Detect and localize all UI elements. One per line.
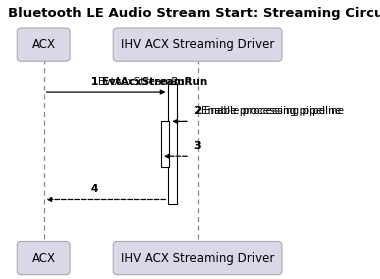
Bar xyxy=(168,84,177,204)
FancyBboxPatch shape xyxy=(113,242,282,275)
FancyBboxPatch shape xyxy=(113,28,282,61)
Text: Enable processing pipeline: Enable processing pipeline xyxy=(201,106,341,116)
Bar xyxy=(161,121,169,167)
Text: IHV ACX Streaming Driver: IHV ACX Streaming Driver xyxy=(121,252,274,264)
Text: ACX: ACX xyxy=(32,38,56,51)
Text: 3: 3 xyxy=(194,141,201,151)
Text: IHV ACX Streaming Driver: IHV ACX Streaming Driver xyxy=(121,38,274,51)
Text: 4: 4 xyxy=(91,184,98,194)
Text: EvtAcxStreamRun: EvtAcxStreamRun xyxy=(98,77,191,87)
Text: ACX: ACX xyxy=(32,252,56,264)
Text: 4: 4 xyxy=(91,184,97,194)
Text: 1 EvtAcxStreamRun: 1 EvtAcxStreamRun xyxy=(91,77,207,87)
Text: 1: 1 xyxy=(91,77,98,87)
Text: 3: 3 xyxy=(194,141,200,151)
Text: 2: 2 xyxy=(194,106,201,116)
FancyBboxPatch shape xyxy=(17,242,70,275)
Text: Bluetooth LE Audio Stream Start: Streaming Circuit: Bluetooth LE Audio Stream Start: Streami… xyxy=(8,7,380,20)
Text: 2 Enable processing pipeline: 2 Enable processing pipeline xyxy=(194,106,344,116)
FancyBboxPatch shape xyxy=(17,28,70,61)
